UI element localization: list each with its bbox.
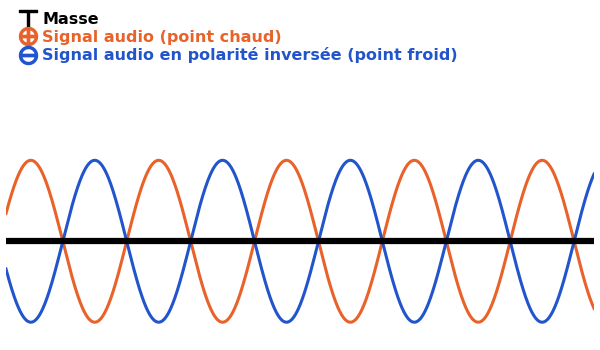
Legend: Masse, Signal audio (point chaud), Signal audio en polarité inversée (point froi: Masse, Signal audio (point chaud), Signa… (20, 12, 458, 63)
